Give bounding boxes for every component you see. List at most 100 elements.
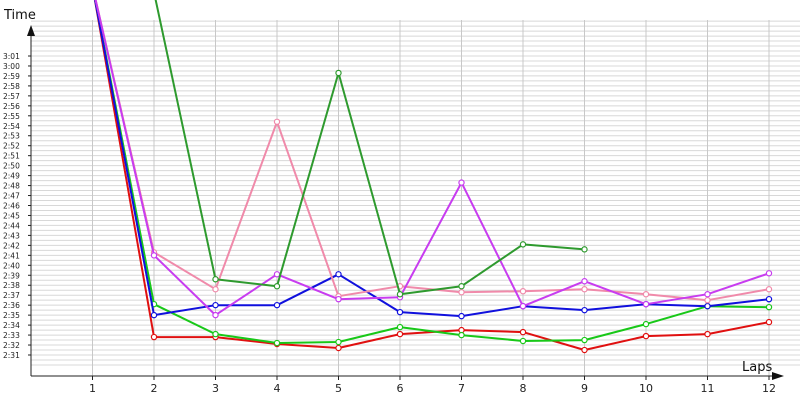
x-tick-label: 5 bbox=[335, 382, 342, 395]
y-tick-label: 2:50 bbox=[3, 162, 20, 171]
series-marker bbox=[458, 331, 465, 339]
y-tick-label: 2:38 bbox=[3, 281, 20, 290]
series-marker bbox=[642, 332, 650, 340]
series-marker bbox=[335, 295, 342, 303]
series-marker bbox=[581, 278, 588, 285]
x-tick-label: 12 bbox=[762, 382, 776, 395]
series-marker bbox=[212, 301, 219, 309]
series-marker bbox=[581, 336, 588, 344]
series-marker bbox=[273, 339, 281, 347]
series-line bbox=[94, 0, 770, 318]
series-marker bbox=[396, 308, 404, 316]
series-marker bbox=[212, 330, 219, 338]
y-tick-label: 2:55 bbox=[3, 112, 20, 121]
y-tick-label: 2:31 bbox=[3, 351, 20, 360]
y-tick-label: 2:44 bbox=[3, 221, 20, 230]
x-tick-label: 4 bbox=[274, 382, 281, 395]
series-line bbox=[94, 0, 770, 344]
series-marker bbox=[704, 302, 711, 310]
y-tick-label: 2:53 bbox=[3, 132, 20, 141]
series-line bbox=[94, 0, 770, 317]
y-tick-label: 2:34 bbox=[3, 321, 20, 330]
y-tick-label: 2:52 bbox=[3, 142, 20, 151]
series-marker bbox=[335, 338, 342, 346]
x-tick-label: 7 bbox=[458, 382, 465, 395]
y-tick-label: 2:49 bbox=[3, 172, 20, 181]
series-marker bbox=[273, 271, 281, 278]
y-tick-label: 2:58 bbox=[3, 82, 20, 91]
series-marker bbox=[704, 296, 711, 304]
series-marker bbox=[765, 270, 773, 277]
y-tick-label: 2:36 bbox=[3, 301, 20, 310]
series-marker bbox=[581, 346, 588, 354]
series-marker bbox=[212, 276, 219, 283]
series-marker bbox=[581, 306, 588, 314]
series-marker bbox=[212, 286, 219, 293]
y-axis-arrow bbox=[27, 25, 35, 36]
y-axis-title: Time bbox=[3, 8, 36, 23]
series-marker bbox=[396, 330, 404, 338]
x-tick-label: 3 bbox=[212, 382, 219, 395]
x-tick-label: 8 bbox=[520, 382, 527, 395]
series-marker bbox=[765, 303, 773, 311]
y-tick-label: 2:54 bbox=[3, 122, 20, 131]
x-axis-title: Laps bbox=[742, 360, 772, 375]
series-marker bbox=[273, 283, 281, 290]
y-tick-label: 2:56 bbox=[3, 102, 20, 111]
x-tick-label: 1 bbox=[89, 382, 96, 395]
y-tick-label: 2:57 bbox=[3, 92, 20, 101]
x-tick-label: 10 bbox=[639, 382, 653, 395]
series-marker bbox=[458, 283, 465, 290]
x-tick-label: 9 bbox=[581, 382, 588, 395]
axes bbox=[27, 25, 784, 380]
x-axis-arrow bbox=[772, 372, 784, 380]
series-marker bbox=[581, 246, 588, 253]
y-tick-label: 2:46 bbox=[3, 202, 20, 211]
y-tick-label: 2:39 bbox=[3, 271, 20, 280]
series-marker bbox=[150, 252, 158, 259]
series-marker bbox=[642, 320, 650, 328]
y-tick-label: 2:43 bbox=[3, 231, 20, 240]
y-tick-label: 2:41 bbox=[3, 251, 20, 260]
series-marker bbox=[519, 241, 527, 248]
y-tick-label: 3:01 bbox=[3, 52, 20, 61]
series-marker bbox=[642, 291, 650, 298]
series-marker bbox=[458, 312, 465, 320]
series-marker bbox=[150, 311, 158, 319]
x-tick-label: 6 bbox=[397, 382, 404, 395]
y-tick-label: 2:45 bbox=[3, 211, 20, 220]
y-tick-label: 2:32 bbox=[3, 341, 20, 350]
y-tick-label: 3:00 bbox=[3, 62, 20, 71]
series-marker bbox=[519, 328, 527, 336]
y-tick-label: 2:51 bbox=[3, 152, 20, 161]
series-marker bbox=[212, 311, 219, 319]
y-tick-label: 2:40 bbox=[3, 261, 20, 270]
y-tick-label: 2:35 bbox=[3, 311, 20, 320]
series-marker bbox=[396, 323, 404, 331]
y-tick-label: 2:37 bbox=[3, 291, 20, 300]
series-layer bbox=[93, 0, 773, 354]
series-marker bbox=[519, 288, 527, 295]
series-marker bbox=[273, 301, 281, 309]
y-tick-label: 2:42 bbox=[3, 241, 20, 250]
grid bbox=[31, 20, 800, 376]
y-tick-label: 2:59 bbox=[3, 72, 20, 81]
series-marker bbox=[396, 291, 404, 298]
series-marker bbox=[765, 318, 773, 326]
series-marker bbox=[704, 330, 711, 338]
tick-labels: 2:312:322:332:342:352:362:372:382:392:40… bbox=[3, 52, 776, 395]
y-tick-label: 2:48 bbox=[3, 182, 20, 191]
y-tick-label: 2:33 bbox=[3, 331, 20, 340]
series-marker bbox=[765, 286, 773, 293]
y-tick-label: 2:47 bbox=[3, 192, 20, 201]
series-marker bbox=[335, 271, 342, 278]
series-marker bbox=[335, 344, 342, 352]
series-marker bbox=[150, 333, 158, 341]
series-marker bbox=[642, 300, 650, 308]
series-marker bbox=[458, 289, 465, 296]
series-marker bbox=[458, 179, 465, 186]
x-tick-label: 2 bbox=[151, 382, 158, 395]
series-marker bbox=[519, 302, 527, 310]
